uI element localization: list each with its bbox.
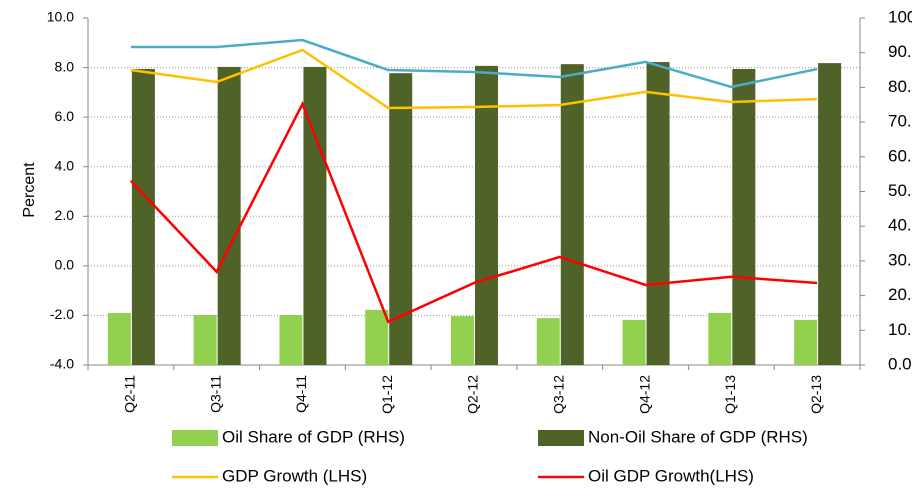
- bar: [131, 69, 155, 365]
- bar: [732, 69, 756, 365]
- bar: [708, 312, 732, 365]
- y-tick-label: 0.0: [55, 257, 75, 273]
- x-tick-label: Q2-13: [808, 375, 824, 414]
- bar: [536, 318, 560, 365]
- y2-tick-label: 30.0: [888, 250, 912, 269]
- legend-swatch: [538, 430, 584, 446]
- y-tick-label: -2.0: [50, 306, 74, 322]
- y-tick-label: -4.0: [50, 356, 74, 372]
- x-tick-label: Q2-12: [465, 375, 481, 414]
- y-tick-label: 6.0: [55, 108, 75, 124]
- bar: [818, 63, 842, 366]
- bar: [646, 62, 670, 365]
- bar: [794, 319, 818, 365]
- y2-tick-label: 20.0: [888, 285, 912, 304]
- bar: [622, 319, 646, 365]
- y2-tick-label: 40.0: [888, 216, 912, 235]
- y2-tick-label: 70.0: [888, 112, 912, 131]
- y-tick-label: 4.0: [55, 157, 75, 173]
- line: [130, 48, 818, 110]
- bar: [451, 316, 474, 365]
- line: [130, 38, 818, 89]
- bar: [389, 73, 413, 365]
- legend-label: Non-Oil Share of GDP (RHS): [588, 427, 808, 446]
- x-tick-label: Q3-12: [550, 375, 566, 414]
- legend-label: GDP Growth (LHS): [222, 466, 367, 485]
- y2-tick-label: 80.0: [888, 77, 912, 96]
- bar: [560, 64, 584, 365]
- y2-tick-label: 10.0: [888, 320, 912, 339]
- bar: [217, 66, 241, 365]
- x-tick-label: Q3-11: [207, 375, 223, 413]
- x-tick-label: Q1-13: [722, 375, 738, 414]
- y-tick-label: 8.0: [55, 58, 75, 74]
- y-tick-label: 2.0: [55, 207, 75, 223]
- x-tick-label: Q2-11: [122, 375, 138, 413]
- bar: [303, 66, 327, 365]
- legend-label: Oil GDP Growth(LHS): [588, 466, 754, 485]
- y-axis-label: Percent: [21, 162, 38, 218]
- x-tick-label: Q1-12: [379, 375, 395, 414]
- y2-tick-label: 90.0: [888, 42, 912, 61]
- y-tick-label: 10.0: [47, 9, 74, 25]
- y2-tick-label: 0.0: [888, 354, 912, 373]
- y2-tick-label: 100.0: [888, 7, 912, 26]
- x-tick-label: Q4-11: [293, 375, 309, 413]
- legend-label: Oil Share of GDP (RHS): [222, 427, 405, 446]
- legend-swatch: [172, 430, 218, 446]
- bar: [475, 65, 498, 366]
- bar: [107, 312, 131, 365]
- legend: Oil Share of GDP (RHS) Non-Oil Share of G…: [172, 427, 808, 485]
- bar: [365, 309, 389, 365]
- y2-tick-label: 60.0: [888, 146, 912, 165]
- line: [129, 100, 818, 324]
- bar: [279, 315, 303, 365]
- bar: [193, 315, 217, 365]
- y2-tick-label: 50.0: [888, 181, 912, 200]
- x-tick-label: Q4-12: [636, 375, 652, 414]
